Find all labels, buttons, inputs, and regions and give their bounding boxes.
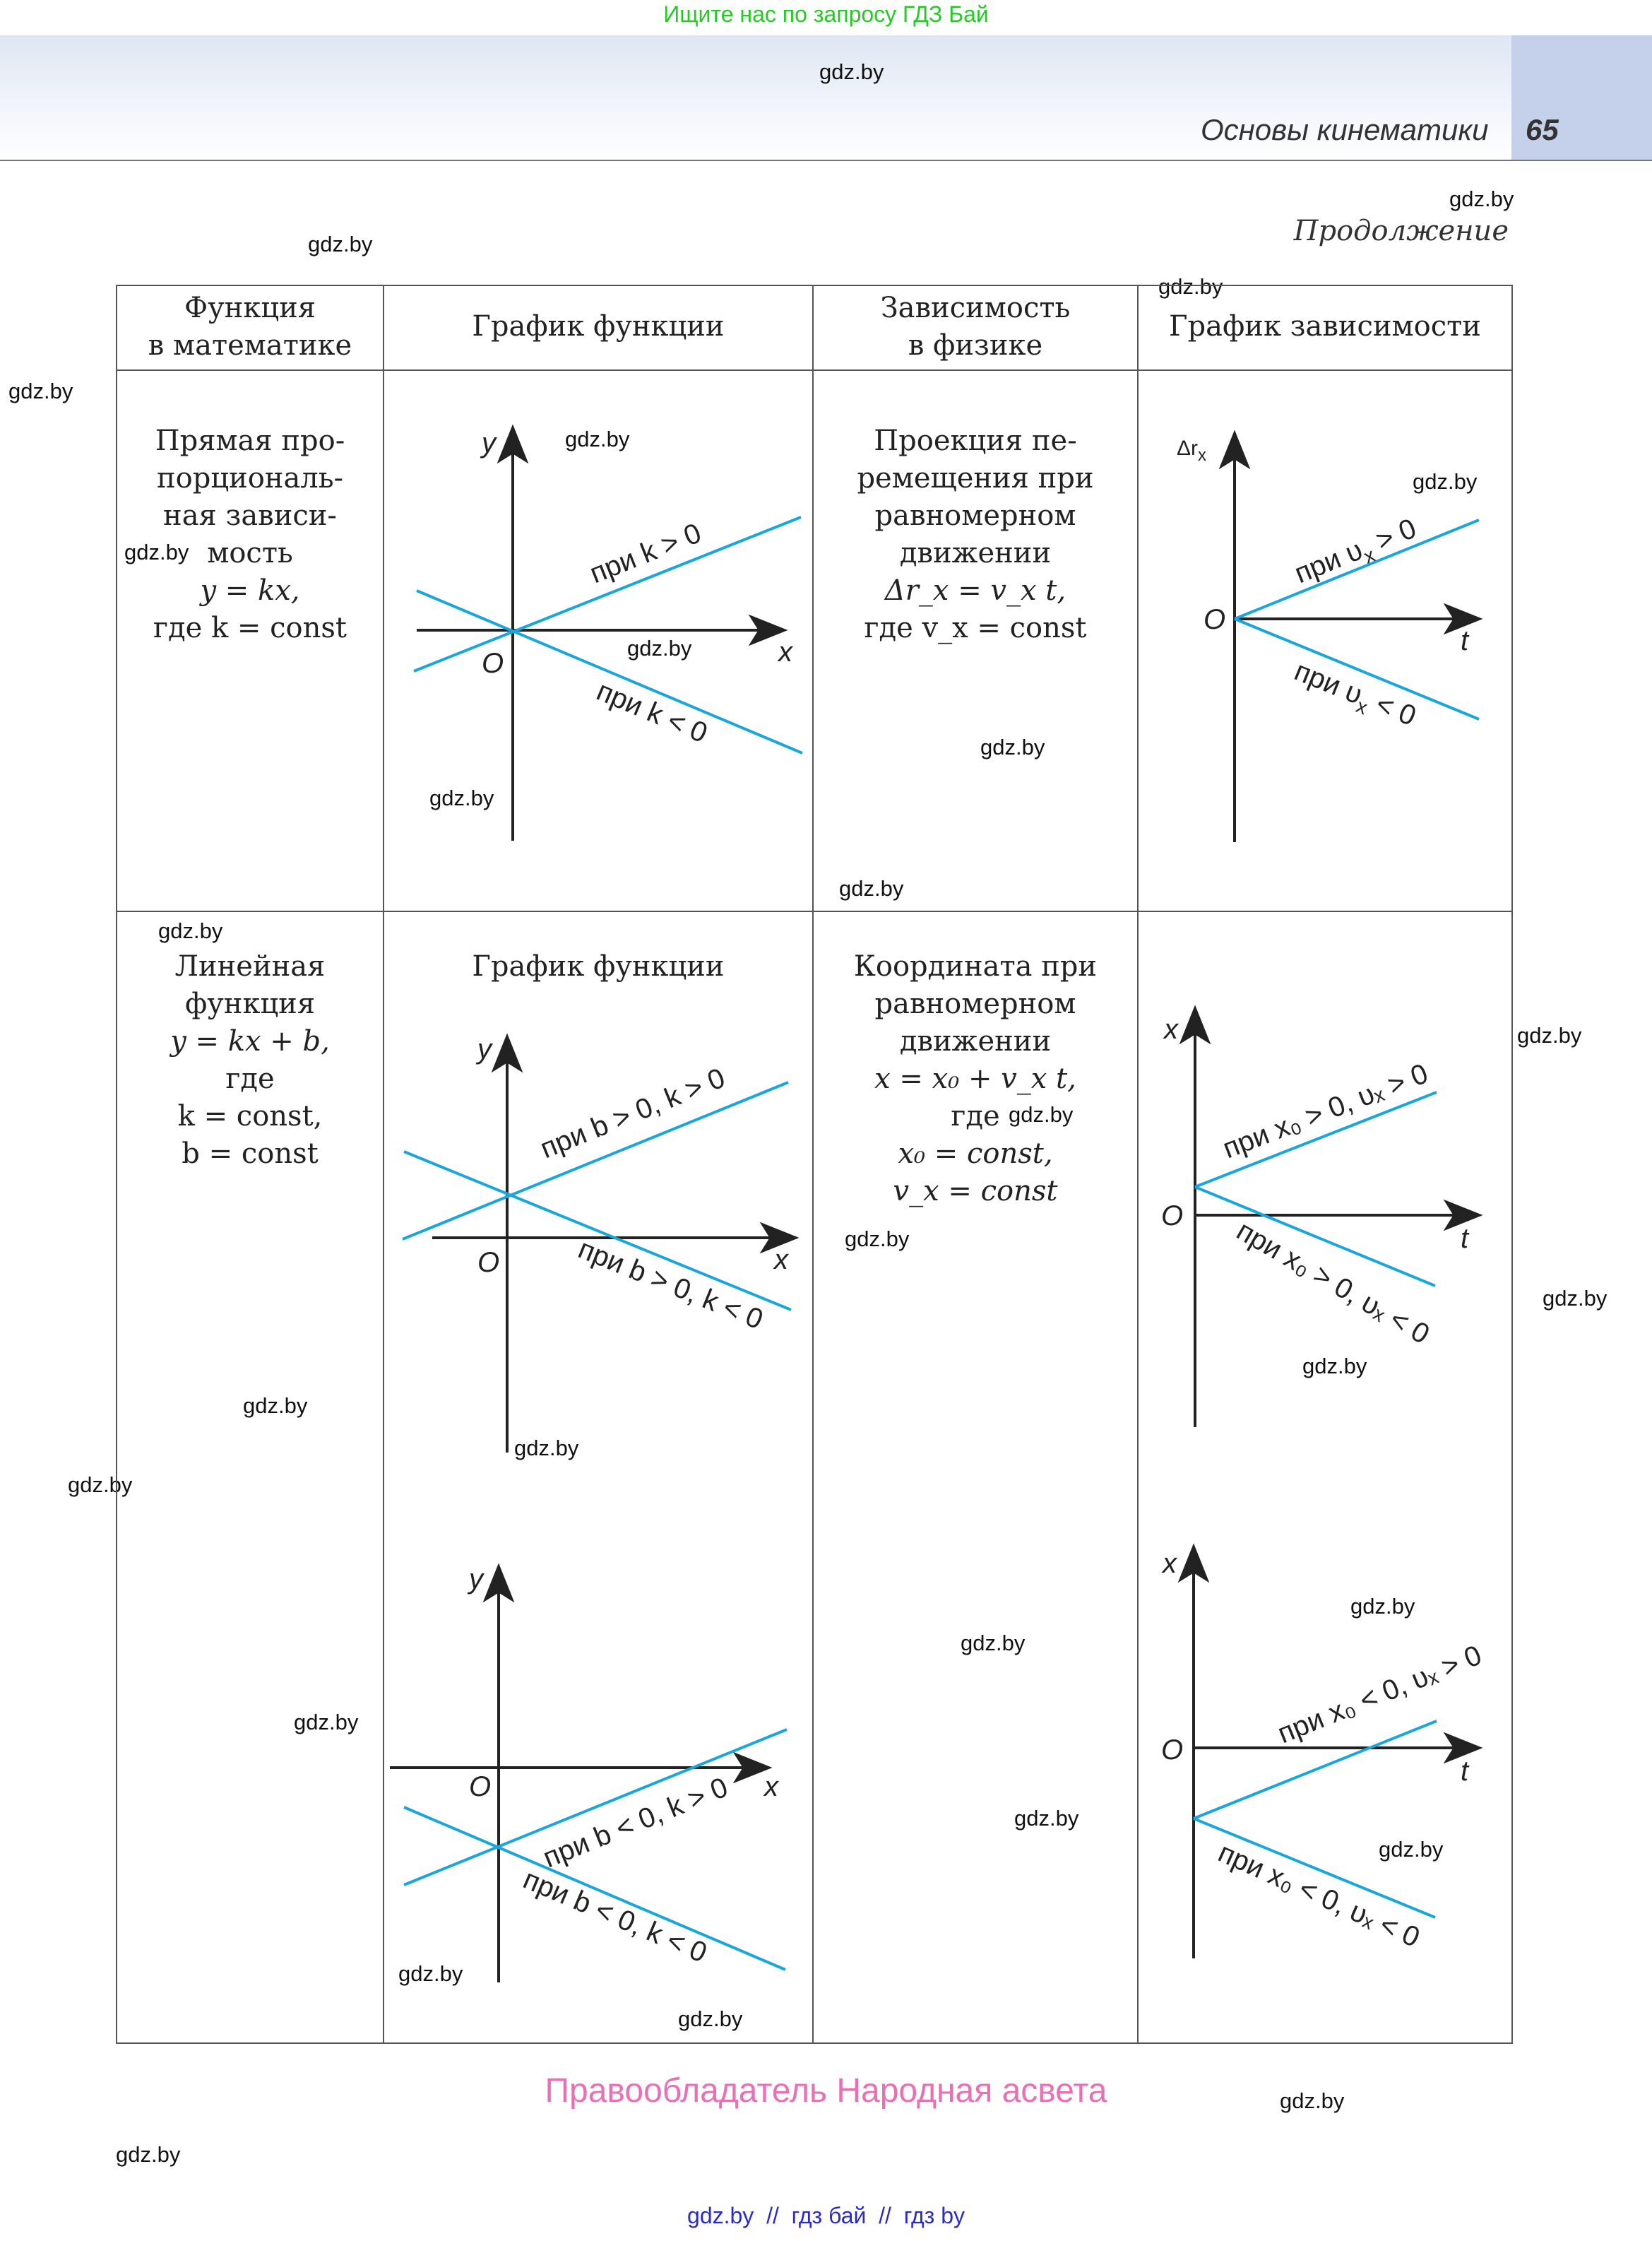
- watermark: gdz.by: [1014, 1806, 1079, 1831]
- watermark: gdz.by: [1379, 1837, 1444, 1862]
- line-k-negative: [403, 1150, 792, 1311]
- watermark: gdz.by: [158, 918, 223, 943]
- watermark: gdz.by: [1302, 1354, 1367, 1378]
- watermark: gdz.by: [678, 2006, 743, 2031]
- watermark: gdz.by: [565, 427, 630, 451]
- watermark: gdz.by: [429, 786, 494, 810]
- page-number: 65: [1526, 113, 1559, 146]
- x-axis-label: t: [1461, 1756, 1470, 1787]
- row1-math-text: Прямая про- порциональ- ная зависи- мост…: [153, 425, 347, 644]
- watermark: gdz.by: [243, 1393, 308, 1418]
- y-axis-label: y: [467, 1563, 485, 1595]
- watermark: gdz.by: [1543, 1286, 1608, 1311]
- label-k-negative: при b > 0, k < 0: [574, 1234, 768, 1336]
- watermark: gdz.by: [68, 1472, 133, 1497]
- watermark: gdz.by: [627, 636, 692, 661]
- origin-label: O: [1161, 1734, 1183, 1766]
- graph-linear-b-positive: y x O при b > 0, k > 0 при b > 0, k < 0: [402, 1033, 800, 1453]
- watermark: gdz.by: [1449, 187, 1514, 211]
- header-dependency-graph: График зависимости: [1169, 310, 1481, 343]
- y-axis-label: y: [475, 1034, 494, 1065]
- footer-links[interactable]: gdz.by // гдз бай // гдз by: [687, 2203, 965, 2228]
- watermark: gdz.by: [116, 2142, 181, 2167]
- watermark: gdz.by: [980, 735, 1045, 759]
- graph-coordinate-x0-positive: x t O при x₀ > 0, υₓ > 0 при x₀ > 0, υₓ …: [1161, 1005, 1483, 1427]
- x-axis-label: x: [773, 1244, 790, 1275]
- x-axis-label: t: [1461, 1223, 1470, 1254]
- y-axis-label: y: [480, 427, 498, 459]
- graph-linear-b-negative: y x O при b < 0, k > 0 при b < 0, k < 0: [390, 1563, 788, 1982]
- graph-proportional: y x O при k > 0 при k < 0: [413, 424, 803, 841]
- line-v-negative: [1193, 1817, 1436, 1919]
- watermark: gdz.by: [294, 1710, 359, 1734]
- watermark: gdz.by: [1350, 1594, 1415, 1619]
- row2-math-text: Линейная функция y = kx + b, где k = con…: [170, 950, 330, 1170]
- row1-physics-text: Проекция пе- ремещения при равномерном д…: [857, 425, 1094, 644]
- header-divider: [0, 160, 1652, 161]
- header-math-function: Функция в математике: [148, 292, 352, 362]
- line-k-positive: [403, 1728, 788, 1886]
- label-k-negative: при b < 0, k < 0: [518, 1864, 711, 1969]
- graph-coordinate-x0-negative: x t O при x₀ < 0, υₓ > 0 при x₀ < 0, υₓ …: [1161, 1543, 1486, 1958]
- watermark: gdz.by: [8, 379, 73, 403]
- copyright-owner: Правообладатель Народная асвета: [545, 2072, 1107, 2110]
- watermark: gdz.by: [1517, 1023, 1582, 1048]
- watermark: gdz.by: [124, 540, 189, 564]
- label-v-negative: при x₀ < 0, υₓ < 0: [1213, 1837, 1424, 1953]
- line-v-positive: [1194, 1091, 1437, 1188]
- watermark: gdz.by: [514, 1436, 579, 1460]
- line-v-positive: [1234, 519, 1480, 620]
- header-function-graph: График функции: [472, 310, 725, 343]
- line-k-negative: [403, 1806, 786, 1971]
- watermark: gdz.by: [1158, 274, 1223, 299]
- line-v-negative: [1194, 1185, 1436, 1287]
- row2-graph-title: График функции: [472, 950, 725, 983]
- watermark: gdz.by: [398, 1961, 463, 1986]
- watermark: gdz.by: [961, 1631, 1026, 1655]
- line-k-negative: [416, 589, 803, 755]
- line-k-positive: [402, 1081, 789, 1241]
- origin-label: O: [477, 1247, 499, 1278]
- line-k-positive: [413, 516, 802, 673]
- y-axis-label: Δrx: [1177, 437, 1206, 465]
- origin-label: O: [1204, 604, 1225, 635]
- label-v-positive: при x₀ < 0, υₓ > 0: [1273, 1640, 1486, 1750]
- label-v-positive: при υx > 0: [1290, 513, 1422, 594]
- top-banner: Ищите нас по запросу ГДЗ Бай: [663, 1, 989, 27]
- header-physics-dependency: Зависимость в физике: [880, 292, 1071, 362]
- x-axis-label: t: [1461, 625, 1470, 656]
- watermark: gdz.by: [845, 1226, 910, 1251]
- row2-physics-text: Координата при равномерном движении x = …: [853, 950, 1098, 1207]
- label-k-positive: при b < 0, k > 0: [539, 1772, 732, 1874]
- continuation-label: Продолжение: [1293, 215, 1509, 247]
- origin-label: O: [482, 648, 504, 679]
- label-v-positive: при x₀ > 0, υₓ > 0: [1218, 1058, 1432, 1164]
- y-axis-label: x: [1163, 1014, 1179, 1045]
- watermark: gdz.by: [839, 876, 904, 901]
- watermark: gdz.by: [819, 59, 884, 84]
- label-k-negative: при k < 0: [593, 675, 712, 750]
- section-title: Основы кинематики: [1201, 113, 1489, 146]
- line-v-negative: [1234, 617, 1480, 721]
- page-tab: [1511, 35, 1652, 160]
- label-k-positive: при b > 0, k > 0: [536, 1063, 730, 1165]
- watermark: gdz.by: [1009, 1102, 1074, 1127]
- origin-label: O: [469, 1771, 491, 1802]
- x-axis-label: x: [763, 1771, 780, 1802]
- graph-displacement: Δrx t O при υx > 0 при υx < 0: [1177, 430, 1483, 842]
- y-axis-label: x: [1161, 1548, 1178, 1579]
- watermark: gdz.by: [308, 232, 373, 256]
- watermark: gdz.by: [1413, 469, 1478, 494]
- watermark: gdz.by: [1280, 2088, 1345, 2113]
- header-band: [0, 35, 1511, 160]
- line-v-positive: [1193, 1720, 1437, 1820]
- label-v-negative: при x₀ > 0, υₓ < 0: [1232, 1215, 1435, 1351]
- origin-label: O: [1161, 1200, 1183, 1231]
- x-axis-label: x: [777, 637, 794, 668]
